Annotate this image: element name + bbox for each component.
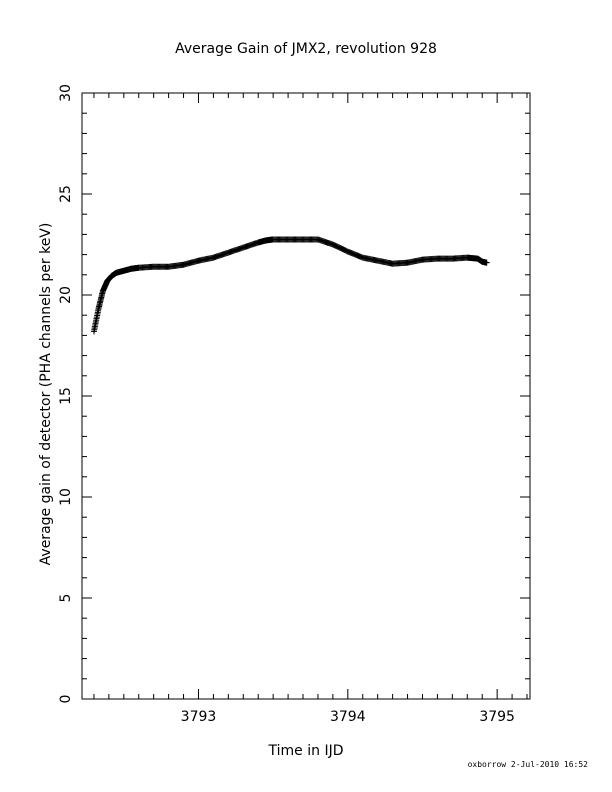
y-tick-label: 0 bbox=[58, 695, 74, 704]
footer-credit: oxborrow 2-Jul-2010 16:52 bbox=[467, 760, 588, 769]
x-tick-label: 3795 bbox=[479, 709, 515, 725]
x-axis-label: Time in IJD bbox=[268, 743, 344, 759]
y-tick-label: 5 bbox=[58, 594, 74, 603]
axis-tick-labels: 0 5 10 15 20 25 30 3793 3794 3795 bbox=[58, 84, 515, 725]
data-series bbox=[90, 236, 490, 335]
data-point bbox=[483, 259, 490, 266]
chart-title: Average Gain of JMX2, revolution 928 bbox=[175, 41, 437, 57]
plot-frame bbox=[81, 92, 531, 700]
y-tick-label: 25 bbox=[58, 185, 74, 203]
y-axis-label: Average gain of detector (PHA channels p… bbox=[38, 223, 54, 566]
y-tick-label: 30 bbox=[58, 84, 74, 102]
x-tick-label: 3794 bbox=[330, 709, 366, 725]
axis-ticks bbox=[82, 92, 530, 700]
x-tick-label: 3793 bbox=[181, 709, 217, 725]
y-tick-label: 20 bbox=[58, 286, 74, 304]
y-tick-label: 10 bbox=[58, 488, 74, 506]
y-tick-label: 15 bbox=[58, 387, 74, 405]
